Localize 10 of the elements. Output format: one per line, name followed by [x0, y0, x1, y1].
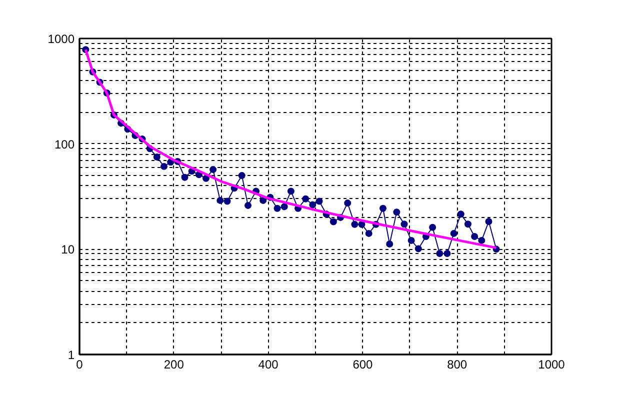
x-tick-label: 800: [447, 358, 468, 372]
x-tick-label: 0: [76, 358, 84, 372]
y-tick-label: 10: [61, 242, 75, 257]
y-tick-label: 1: [68, 348, 75, 362]
x-tick-label: 1000: [538, 358, 566, 372]
y-tick-label: 100: [54, 137, 75, 152]
x-tick-label: 400: [258, 358, 279, 372]
x-tick-label: 200: [164, 358, 184, 372]
y-tick-label: 1000: [48, 32, 75, 46]
x-tick-label: 600: [352, 358, 374, 372]
